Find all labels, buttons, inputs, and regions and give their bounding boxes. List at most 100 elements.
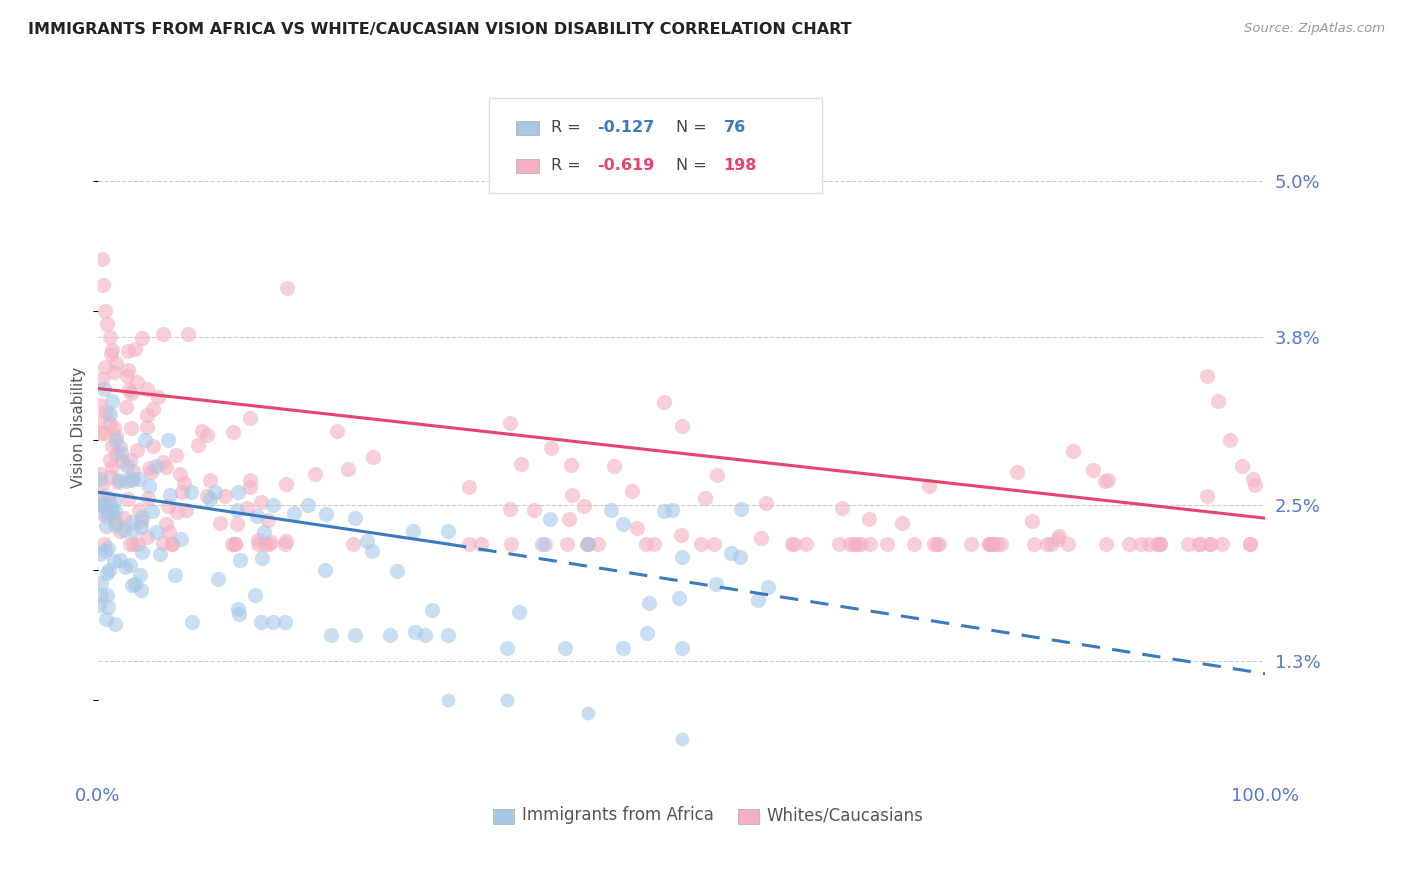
Point [108, 473, 131, 487]
Point [470, 537, 492, 551]
Point [155, 460, 177, 475]
Point [224, 537, 246, 551]
Point [224, 537, 246, 551]
Point [1239, 537, 1261, 551]
Point [922, 537, 945, 551]
Point [1199, 537, 1222, 551]
Point [842, 537, 865, 551]
Point [925, 537, 948, 551]
Point [276, 533, 298, 548]
Point [756, 580, 779, 594]
Point [105, 429, 128, 443]
Point [107, 475, 129, 490]
Point [839, 537, 862, 551]
Point [129, 582, 152, 597]
Point [104, 514, 127, 528]
Point [94, 404, 117, 418]
Point [118, 383, 141, 397]
Point [94, 612, 117, 626]
Point [89, 413, 111, 427]
Point [603, 459, 626, 474]
Point [508, 605, 530, 619]
Point [200, 473, 222, 487]
FancyBboxPatch shape [492, 809, 513, 824]
Point [1189, 537, 1212, 551]
Point [98, 453, 121, 467]
Point [117, 363, 139, 377]
Point [103, 420, 125, 434]
Point [129, 520, 152, 534]
Point [509, 458, 531, 472]
Point [876, 537, 898, 551]
Point [315, 508, 337, 522]
Point [181, 615, 204, 629]
Point [121, 464, 143, 478]
Point [155, 516, 177, 531]
Point [93, 382, 115, 396]
Point [574, 500, 596, 514]
Point [276, 477, 298, 491]
Point [115, 459, 138, 474]
Point [96, 599, 118, 614]
Point [730, 501, 752, 516]
Point [204, 485, 226, 500]
Point [499, 417, 522, 431]
Point [986, 537, 1008, 551]
Point [100, 470, 122, 484]
Point [276, 281, 298, 295]
Point [112, 511, 135, 525]
Point [652, 504, 675, 518]
Point [120, 386, 142, 401]
Point [226, 485, 249, 500]
Point [575, 537, 598, 551]
Point [169, 467, 191, 481]
Point [1129, 537, 1152, 551]
Point [621, 483, 644, 498]
Point [136, 491, 159, 505]
Point [413, 628, 436, 642]
Point [314, 563, 336, 577]
Point [530, 537, 553, 551]
Point [1195, 489, 1218, 503]
Point [110, 524, 132, 539]
Point [159, 488, 181, 502]
Point [98, 329, 121, 343]
Point [1081, 463, 1104, 477]
Text: N =: N = [676, 120, 706, 136]
Point [1137, 537, 1160, 551]
Point [124, 576, 146, 591]
Point [274, 615, 297, 629]
Point [728, 549, 751, 564]
Point [89, 493, 111, 508]
Point [101, 439, 124, 453]
Point [93, 537, 115, 551]
Point [668, 591, 690, 606]
Point [828, 537, 851, 551]
Point [385, 564, 408, 578]
Point [135, 530, 157, 544]
Point [343, 511, 366, 525]
Point [94, 508, 117, 523]
Point [262, 498, 284, 512]
Point [90, 372, 112, 386]
Point [146, 390, 169, 404]
Point [246, 537, 269, 551]
Point [523, 502, 546, 516]
Point [120, 474, 142, 488]
Point [135, 382, 157, 396]
Point [626, 521, 648, 535]
Point [157, 434, 180, 448]
Point [89, 398, 111, 412]
Point [1195, 368, 1218, 383]
Point [115, 401, 138, 415]
Point [636, 625, 658, 640]
Point [125, 375, 148, 389]
Point [142, 402, 165, 417]
Point [111, 454, 134, 468]
Point [134, 434, 156, 448]
Point [576, 537, 599, 551]
Point [235, 500, 257, 515]
Point [297, 498, 319, 512]
Point [108, 440, 131, 454]
Point [960, 537, 983, 551]
